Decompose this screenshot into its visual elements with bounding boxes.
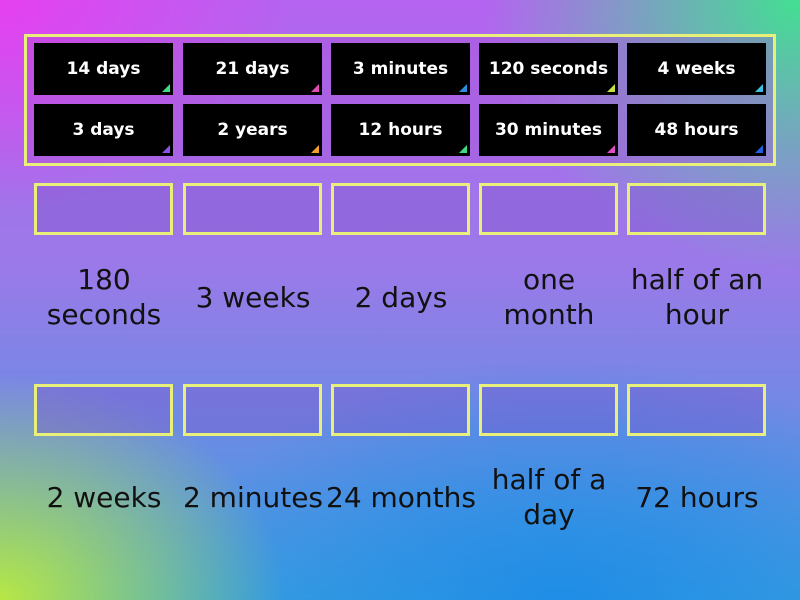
drop-slot[interactable] (331, 183, 470, 235)
drop-slot[interactable] (479, 183, 618, 235)
answer-tile[interactable]: 120 seconds (479, 43, 618, 95)
tile-label: 2 years (217, 120, 288, 140)
answer-tile[interactable]: 48 hours (627, 104, 766, 156)
target-label: 24 months (326, 480, 476, 514)
corner-marker-icon (162, 84, 170, 92)
answer-tile[interactable]: 3 days (34, 104, 173, 156)
drop-slot[interactable] (183, 183, 322, 235)
drop-slot[interactable] (479, 384, 618, 436)
tile-label: 4 weeks (657, 59, 736, 79)
corner-marker-icon (755, 145, 763, 153)
target-label: 180 seconds (46, 263, 162, 331)
drop-slot[interactable] (34, 183, 173, 235)
target-label: 2 days (354, 280, 448, 314)
drop-slot[interactable] (627, 183, 766, 235)
drop-slot[interactable] (183, 384, 322, 436)
target-label: 3 weeks (195, 280, 311, 314)
answer-tile[interactable]: 14 days (34, 43, 173, 95)
corner-marker-icon (162, 145, 170, 153)
corner-marker-icon (311, 145, 319, 153)
tile-label: 30 minutes (494, 120, 603, 140)
corner-marker-icon (755, 84, 763, 92)
drop-slot[interactable] (331, 384, 470, 436)
target-label: 2 minutes (182, 480, 324, 514)
tile-label: 21 days (215, 59, 290, 79)
drop-slot[interactable] (34, 384, 173, 436)
answer-tile[interactable]: 12 hours (331, 104, 470, 156)
answer-tile[interactable]: 2 years (183, 104, 322, 156)
corner-marker-icon (607, 84, 615, 92)
target-label: half of a day (491, 463, 607, 531)
target-label: 2 weeks (46, 480, 162, 514)
corner-marker-icon (459, 145, 467, 153)
answer-tile[interactable]: 3 minutes (331, 43, 470, 95)
tile-label: 3 minutes (352, 59, 449, 79)
target-label: 72 hours (635, 480, 759, 514)
answer-tile[interactable]: 30 minutes (479, 104, 618, 156)
answer-tile[interactable]: 21 days (183, 43, 322, 95)
target-label: half of an hour (630, 263, 764, 331)
corner-marker-icon (459, 84, 467, 92)
tile-label: 12 hours (358, 120, 443, 140)
corner-marker-icon (607, 145, 615, 153)
corner-marker-icon (311, 84, 319, 92)
tile-label: 14 days (66, 59, 141, 79)
answer-tile[interactable]: 4 weeks (627, 43, 766, 95)
target-label: one month (503, 263, 595, 331)
tile-label: 3 days (72, 120, 135, 140)
tile-label: 48 hours (654, 120, 739, 140)
tile-label: 120 seconds (488, 59, 609, 79)
drop-slot[interactable] (627, 384, 766, 436)
